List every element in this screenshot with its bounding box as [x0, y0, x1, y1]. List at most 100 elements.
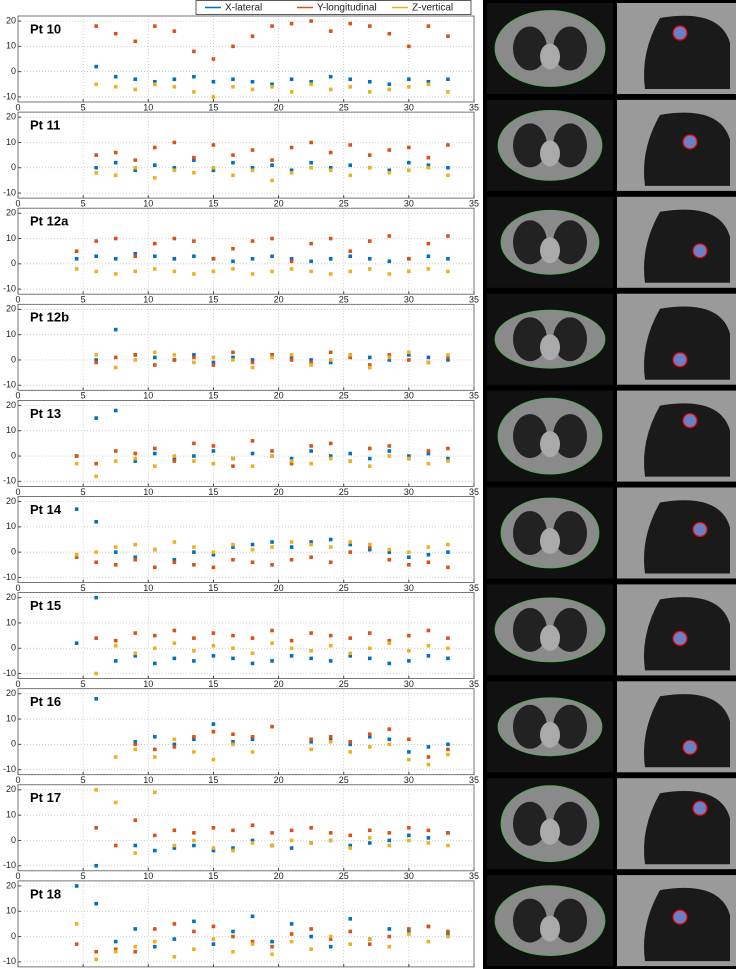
point — [309, 19, 313, 23]
point — [446, 143, 450, 147]
y-tick-label: 0 — [11, 258, 16, 268]
x-tick-label: 5 — [81, 775, 86, 785]
chart-title: Pt 11 — [30, 118, 60, 133]
point — [426, 79, 431, 84]
point — [231, 85, 235, 89]
point — [231, 557, 235, 562]
point — [250, 360, 255, 365]
point — [289, 646, 294, 651]
point — [250, 823, 255, 828]
point — [309, 555, 313, 560]
point — [367, 24, 372, 28]
point — [328, 560, 333, 565]
point — [348, 636, 353, 640]
point — [270, 540, 274, 544]
point — [113, 449, 118, 453]
point — [192, 272, 196, 276]
y-tick-label: 20 — [6, 496, 16, 506]
point — [250, 734, 255, 739]
point — [309, 740, 313, 744]
point — [94, 64, 98, 69]
point — [348, 21, 353, 26]
point — [94, 153, 98, 157]
point — [133, 818, 138, 823]
point — [446, 929, 450, 934]
plot-frame — [17, 592, 475, 679]
point — [367, 937, 372, 941]
point — [74, 256, 79, 261]
point — [387, 742, 392, 747]
point — [328, 441, 333, 446]
point — [211, 552, 216, 557]
point — [113, 638, 118, 643]
point — [407, 160, 411, 165]
chart-title: Pt 17 — [30, 790, 61, 805]
point — [270, 454, 274, 458]
point — [446, 550, 450, 554]
point — [211, 565, 216, 570]
point — [231, 934, 235, 939]
point — [348, 451, 353, 456]
y-tick-label: 0 — [11, 162, 16, 172]
point — [289, 171, 294, 175]
chart-title: Pt 16 — [30, 694, 61, 709]
plot-frame — [17, 496, 475, 583]
point — [153, 646, 157, 651]
y-tick-label: 10 — [6, 137, 16, 147]
point — [387, 444, 392, 448]
y-tick-label: 10 — [6, 713, 16, 723]
point — [192, 49, 196, 54]
point — [94, 671, 98, 676]
y-tick-label: -10 — [3, 380, 16, 390]
plot-frame — [17, 688, 475, 776]
x-tick-label: 35 — [469, 102, 479, 112]
point — [153, 446, 157, 451]
point — [328, 944, 333, 949]
point — [367, 153, 372, 157]
point — [153, 254, 157, 259]
x-tick-label: 0 — [15, 583, 20, 593]
y-tick-label: -10 — [3, 764, 16, 774]
point — [348, 269, 353, 274]
point — [348, 85, 353, 89]
axial-lung — [513, 414, 547, 459]
point — [172, 846, 177, 850]
point — [250, 914, 255, 919]
point — [133, 654, 138, 658]
point — [74, 641, 79, 645]
point — [153, 927, 157, 931]
point — [172, 828, 177, 833]
point — [250, 560, 255, 565]
point — [133, 353, 138, 357]
point — [289, 557, 294, 562]
point — [289, 461, 294, 466]
point — [231, 358, 235, 362]
y-tick-label: -10 — [3, 572, 16, 582]
x-tick-label: 20 — [274, 391, 284, 401]
point — [153, 355, 157, 360]
point — [407, 77, 411, 82]
point — [289, 358, 294, 362]
point — [387, 454, 392, 458]
point — [387, 171, 392, 175]
point — [133, 39, 138, 44]
y-tick-label: -10 — [3, 668, 16, 678]
point — [211, 363, 216, 367]
point — [348, 459, 353, 463]
point — [367, 841, 372, 845]
y-tick-label: 10 — [6, 521, 16, 531]
chart-title: Pt 12a — [30, 214, 69, 229]
point — [328, 87, 333, 92]
point — [289, 168, 294, 173]
point — [94, 416, 98, 420]
point — [328, 236, 333, 241]
point — [250, 939, 255, 944]
point — [270, 178, 274, 183]
point — [446, 353, 450, 357]
point — [407, 562, 411, 567]
point — [211, 722, 216, 726]
y-tick-label: 20 — [6, 15, 16, 25]
x-tick-label: 35 — [469, 775, 479, 785]
point — [270, 724, 274, 729]
point — [309, 140, 313, 145]
